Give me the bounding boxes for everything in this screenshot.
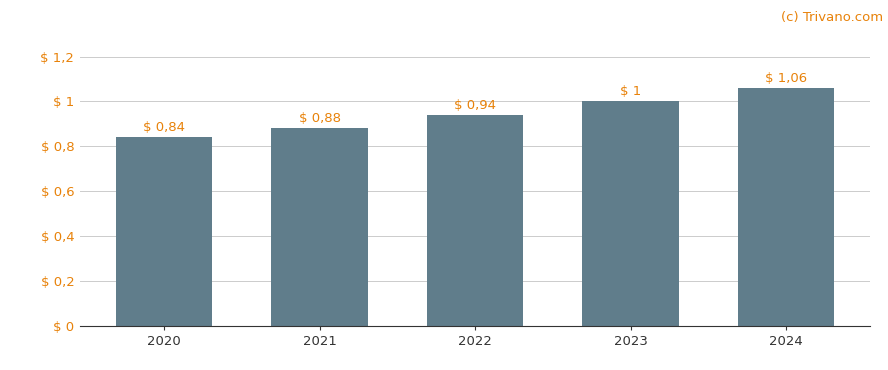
Bar xyxy=(738,88,835,326)
Text: $ 1: $ 1 xyxy=(620,85,641,98)
Text: $ 0,84: $ 0,84 xyxy=(143,121,185,134)
Text: $ 0,94: $ 0,94 xyxy=(454,99,496,112)
Bar xyxy=(583,101,678,326)
Text: $ 1,06: $ 1,06 xyxy=(765,72,807,85)
Bar xyxy=(115,137,212,326)
Text: (c) Trivano.com: (c) Trivano.com xyxy=(781,11,884,24)
Bar xyxy=(272,128,368,326)
Text: $ 0,88: $ 0,88 xyxy=(298,112,341,125)
Bar xyxy=(427,115,523,326)
